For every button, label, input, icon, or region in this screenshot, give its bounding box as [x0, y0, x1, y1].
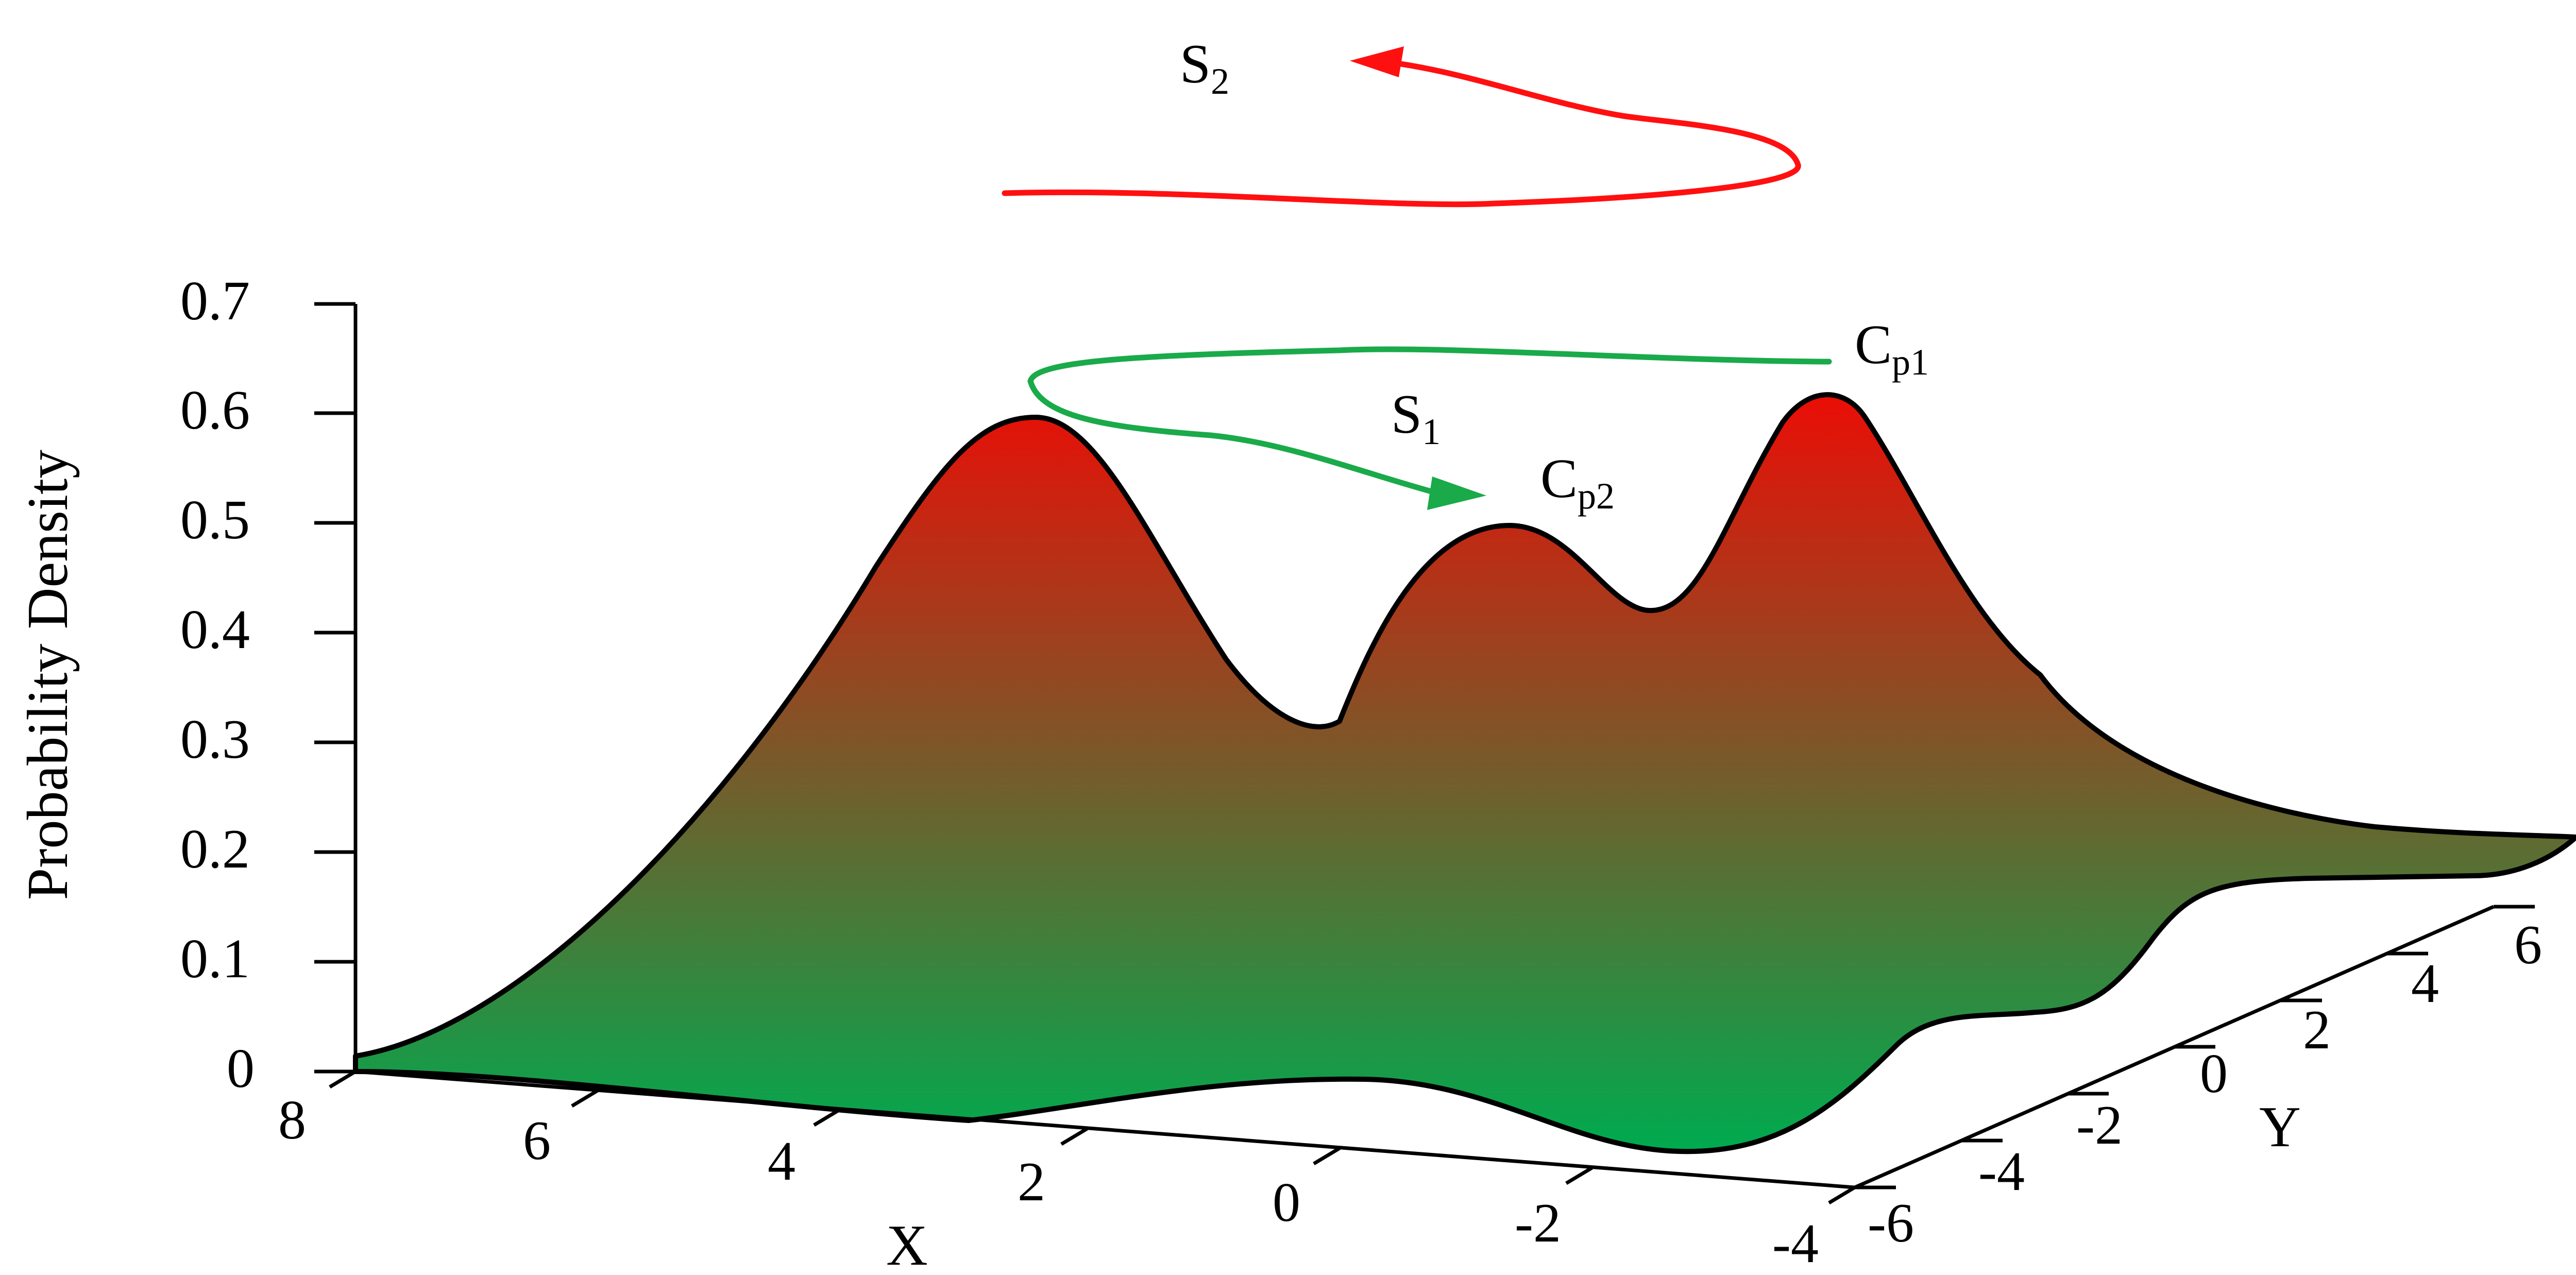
x-tick	[1828, 1185, 1856, 1205]
y-axis-label: Y	[2259, 1095, 2301, 1159]
label-cp2: Cp2	[1540, 448, 1615, 517]
y-tick-label: -4	[1978, 1141, 2025, 1202]
density-tick-label: 0.7	[180, 270, 250, 332]
x-tick-label: -2	[1515, 1193, 1561, 1254]
density-tick-label: 0.6	[180, 380, 250, 441]
y-tick-label: 2	[2303, 999, 2331, 1061]
x-tick	[1060, 1127, 1088, 1146]
x-tick	[1565, 1166, 1593, 1185]
label-s2-main: S	[1180, 33, 1211, 95]
label-cp1-main: C	[1855, 314, 1892, 376]
label-s1-sub: 1	[1422, 411, 1440, 452]
density-ticks: 0 0.1 0.2 0.3 0.4 0.5 0.6 0.7	[180, 270, 355, 1099]
x-tick-label: 2	[1018, 1151, 1045, 1213]
x-tick	[571, 1089, 599, 1108]
x-tick-label: -4	[1772, 1213, 1819, 1274]
y-ticks: -6 -4 -2 0 2 4 6	[1855, 905, 2542, 1254]
density-tick-label: 0.4	[180, 599, 250, 660]
label-s2-sub: 2	[1211, 61, 1229, 102]
density-tick-label: 0.5	[180, 489, 250, 551]
label-cp2-main: C	[1540, 448, 1578, 509]
x-tick-label: 8	[278, 1090, 306, 1151]
path-s1	[1027, 346, 1832, 498]
y-tick-label: 6	[2514, 914, 2542, 976]
y-tick-label: -2	[2076, 1095, 2123, 1156]
arrow-head-s2	[1350, 46, 1404, 77]
x-tick	[1313, 1146, 1341, 1166]
label-s1-main: S	[1391, 384, 1422, 445]
label-s1: S1	[1391, 384, 1440, 452]
density-surface	[353, 392, 2576, 1154]
x-tick	[329, 1069, 357, 1089]
y-tick-label: 0	[2200, 1043, 2228, 1104]
label-s2: S2	[1180, 33, 1229, 102]
x-axis-label: X	[886, 1214, 928, 1275]
density-tick-label: 0.3	[180, 709, 250, 770]
x-tick-label: 0	[1273, 1172, 1300, 1233]
x-tick-label: 4	[768, 1131, 795, 1192]
x-axis-line	[355, 1069, 1855, 1189]
label-cp1-sub: p1	[1892, 342, 1929, 383]
density-tick-label: 0.1	[180, 928, 250, 990]
density-axis-label: Probability Density	[16, 450, 80, 900]
x-tick-label: 6	[523, 1110, 551, 1171]
y-tick-label: -6	[1868, 1193, 1914, 1254]
path-s2	[1002, 59, 1801, 208]
y-tick-label: 4	[2411, 953, 2439, 1014]
label-cp2-sub: p2	[1578, 475, 1615, 517]
x-tick	[813, 1108, 841, 1127]
density-tick-label: 0.2	[180, 819, 250, 880]
x-ticks: 8 6 4 2 0 -2 -4	[278, 1069, 1856, 1274]
label-cp1: Cp1	[1855, 314, 1929, 383]
density-tick-label: 0	[227, 1038, 255, 1099]
arrow-head-s1	[1427, 477, 1486, 510]
